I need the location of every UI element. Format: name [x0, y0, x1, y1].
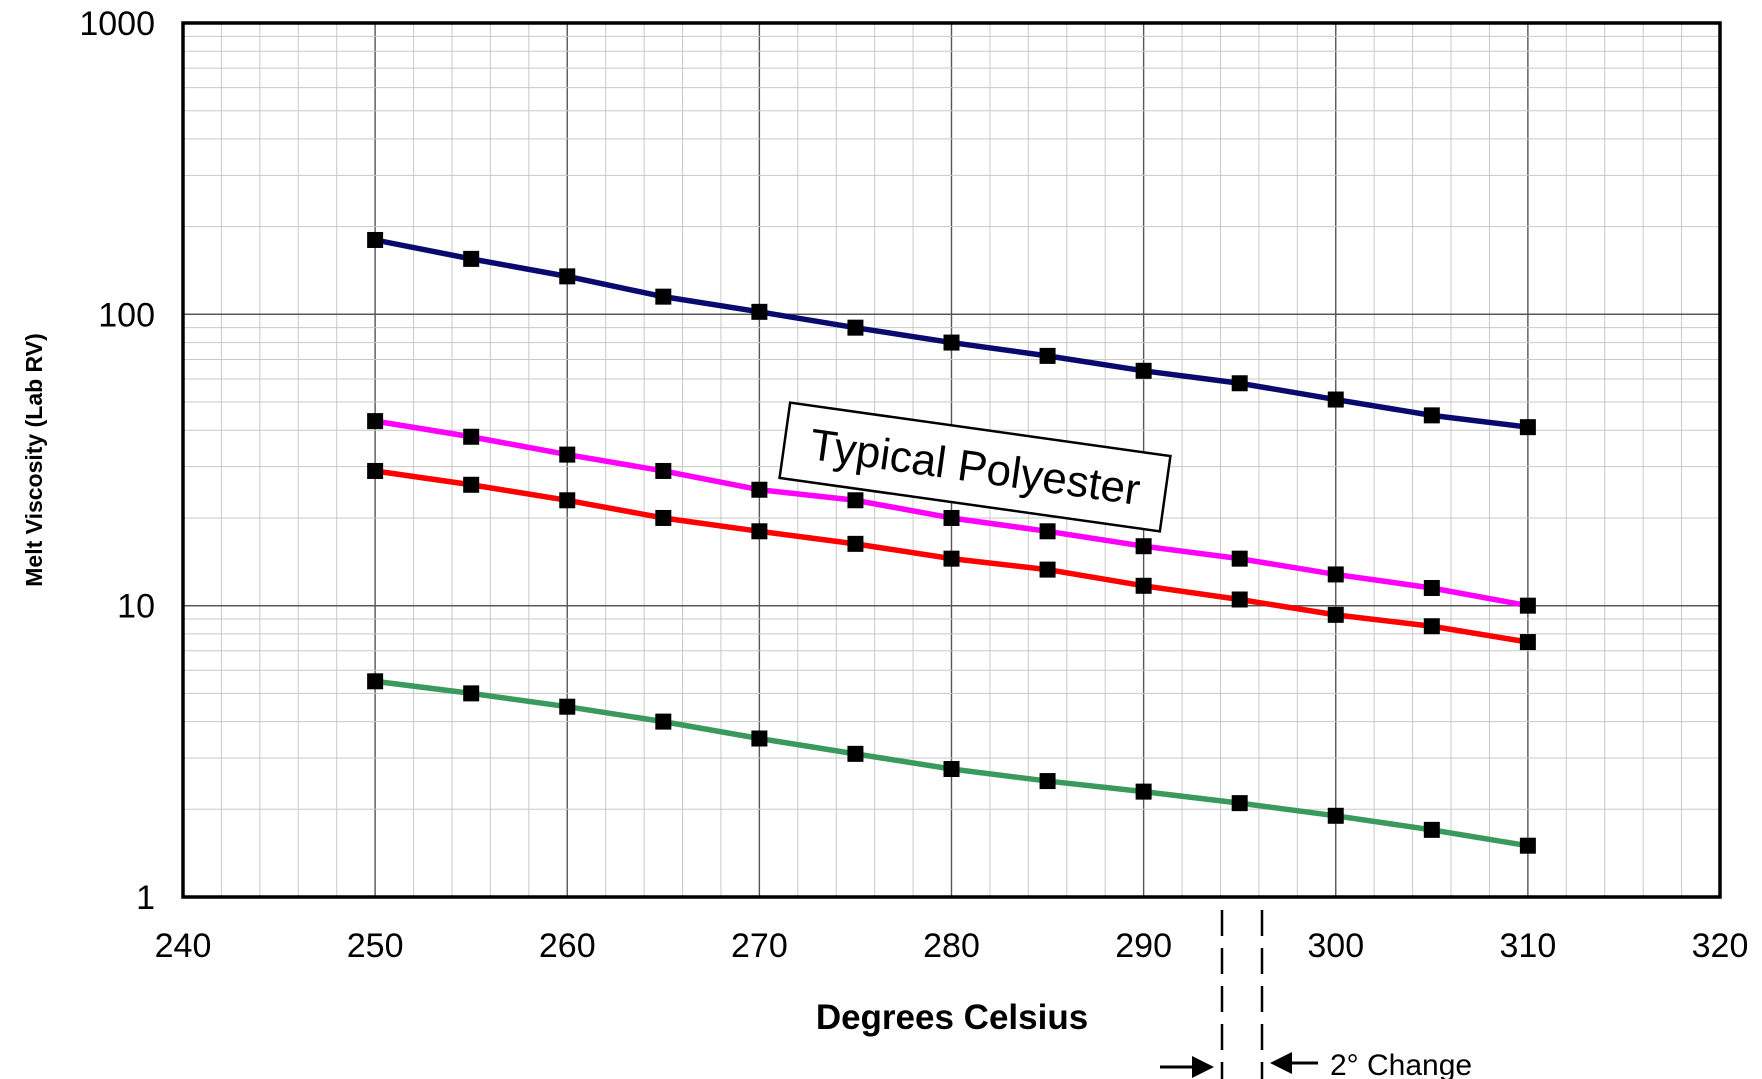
data-point [367, 673, 384, 690]
data-point [1423, 821, 1440, 838]
data-point [1039, 523, 1056, 540]
label-box-frame [778, 401, 1172, 533]
data-point [655, 288, 672, 305]
x-axis-title: Degrees Celsius [816, 998, 1088, 1037]
data-point [847, 319, 864, 336]
data-point [559, 698, 576, 715]
data-point [1423, 407, 1440, 424]
y-tick-label: 1 [136, 879, 155, 917]
data-point [1423, 579, 1440, 596]
data-point [463, 250, 480, 267]
x-tick-label: 250 [347, 927, 404, 965]
data-point [1327, 566, 1344, 583]
data-point [1519, 597, 1536, 614]
data-point [367, 413, 384, 430]
series-2 [367, 413, 1536, 614]
x-tick-label: 290 [1115, 927, 1172, 965]
data-point [463, 428, 480, 445]
data-point [559, 446, 576, 463]
data-point [847, 745, 864, 762]
data-point [1519, 634, 1536, 651]
data-point [1519, 837, 1536, 854]
x-tick-label: 300 [1307, 927, 1364, 965]
series-1 [367, 231, 1536, 436]
data-point [1231, 795, 1248, 812]
data-point [943, 550, 960, 567]
data-point [1519, 419, 1536, 436]
x-tick-label: 320 [1692, 927, 1749, 965]
change-arrow-right-head [1270, 1052, 1292, 1074]
data-point [559, 492, 576, 509]
data-point [847, 492, 864, 509]
plot-frame [181, 21, 1722, 899]
data-point [751, 523, 768, 540]
data-point [1327, 807, 1344, 824]
data-point [1135, 538, 1152, 555]
data-point [1135, 362, 1152, 379]
series-4 [367, 673, 1536, 854]
change-note: 2° Change [1330, 1049, 1472, 1079]
change-indicator: 2° Change [1160, 910, 1472, 1079]
data-point [1039, 347, 1056, 364]
series-3 [367, 462, 1536, 651]
data-point [751, 303, 768, 320]
data-point [1327, 391, 1344, 408]
y-tick-label: 100 [98, 296, 155, 334]
x-tick-label: 260 [539, 927, 596, 965]
y-tick-label: 10 [117, 588, 155, 626]
label-box: Typical Polyester [778, 401, 1172, 533]
data-point [943, 761, 960, 778]
x-tick-label: 270 [731, 927, 788, 965]
change-arrow-left-head [1192, 1056, 1214, 1078]
data-point [367, 462, 384, 479]
data-point [655, 713, 672, 730]
data-point [1039, 773, 1056, 790]
x-tick-label: 310 [1500, 927, 1557, 965]
data-point [847, 535, 864, 552]
data-point [1327, 606, 1344, 623]
y-tick-label: 1000 [79, 5, 155, 43]
data-point [943, 334, 960, 351]
data-point [1231, 375, 1248, 392]
data-point [367, 231, 384, 248]
data-point [943, 509, 960, 526]
y-axis-title: Melt Viscosity (Lab RV) [21, 333, 47, 587]
data-point [655, 509, 672, 526]
data-point [559, 268, 576, 285]
data-point [655, 462, 672, 479]
data-point [1231, 591, 1248, 608]
data-point [1423, 618, 1440, 635]
data-point [1135, 577, 1152, 594]
data-point [463, 685, 480, 702]
data-point [751, 481, 768, 498]
data-point [1231, 550, 1248, 567]
data-point [1135, 783, 1152, 800]
x-tick-label: 240 [155, 927, 212, 965]
x-tick-labels: 240 250 260 270 280 290 300 310 320 [155, 927, 1749, 965]
data-point [751, 730, 768, 747]
data-point [463, 476, 480, 493]
y-tick-labels: 1 10 100 1000 [79, 5, 155, 917]
data-point [1039, 561, 1056, 578]
series-layer [367, 231, 1536, 854]
x-tick-label: 280 [923, 927, 980, 965]
